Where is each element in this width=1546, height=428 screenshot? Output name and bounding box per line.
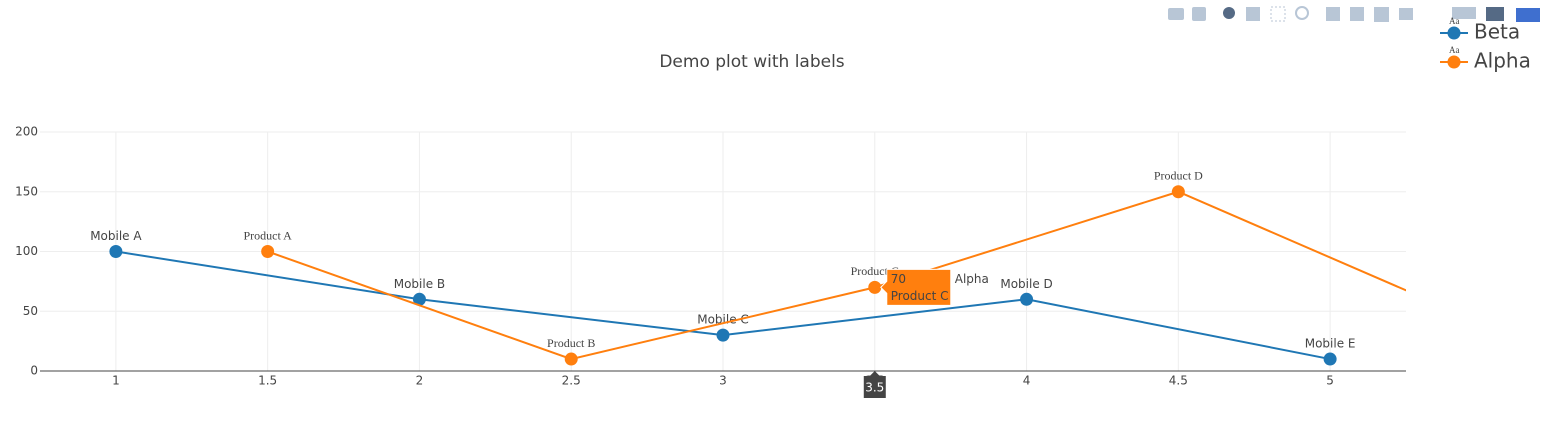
- hover-closest-icon[interactable]: [1452, 7, 1476, 19]
- point-label: Mobile D: [1000, 277, 1052, 291]
- x-tick-label: 1: [112, 374, 120, 388]
- x-tick-label: 2.5: [562, 374, 581, 388]
- point: [1171, 185, 1185, 199]
- hover-text: Product C: [891, 289, 949, 303]
- hover-compare-icon[interactable]: [1486, 7, 1504, 21]
- point: [868, 280, 882, 294]
- point: [716, 328, 730, 342]
- zoom-in-icon[interactable]: [1326, 7, 1340, 21]
- point-label: Product D: [1154, 169, 1203, 183]
- plotly-logo[interactable]: [1516, 8, 1540, 22]
- y-tick-label: 200: [15, 125, 38, 139]
- y-tick-label: 50: [23, 304, 38, 318]
- point-label: Mobile E: [1305, 337, 1356, 351]
- save-icon[interactable]: [1192, 7, 1206, 21]
- hover-x-label: 3.5: [865, 381, 884, 395]
- point: [1323, 352, 1337, 366]
- point-label: Product A: [243, 228, 292, 242]
- chart-title: Demo plot with labels: [659, 52, 844, 72]
- modebar[interactable]: [1168, 6, 1540, 22]
- x-tick-label: 4: [1023, 374, 1031, 388]
- legend-glyph: Aa: [1449, 16, 1460, 26]
- point-label: Mobile A: [90, 229, 142, 243]
- zoom-out-icon[interactable]: [1350, 7, 1364, 21]
- pan-icon[interactable]: [1246, 7, 1260, 21]
- point: [1475, 317, 1488, 330]
- y-tick-label: 0: [30, 364, 38, 378]
- hover-x-box: [863, 371, 886, 398]
- legend-marker: [1447, 55, 1461, 69]
- camera-icon[interactable]: [1168, 8, 1184, 20]
- y-tick-label: 100: [15, 244, 38, 258]
- x-tick-label: 2: [416, 374, 424, 388]
- hover-series: Alpha: [955, 272, 989, 286]
- x-tick-label: 3: [719, 374, 727, 388]
- point-label: Mobile B: [394, 277, 445, 291]
- zoom-icon[interactable]: [1223, 7, 1235, 19]
- x-tick-label: 5: [1326, 374, 1334, 388]
- x-tick-label: 1.5: [258, 374, 277, 388]
- lasso-icon[interactable]: [1295, 6, 1309, 20]
- point: [564, 352, 578, 366]
- point-label: Product B: [547, 336, 595, 350]
- point: [1020, 292, 1034, 306]
- home-icon[interactable]: [1399, 8, 1413, 20]
- point: [261, 245, 275, 258]
- hover-box: [880, 268, 952, 306]
- legend-glyph: Aa: [1449, 45, 1460, 55]
- legend-marker: [1447, 26, 1461, 40]
- point: [109, 245, 123, 258]
- autoscale-icon[interactable]: [1374, 7, 1389, 22]
- hover-value: 70: [891, 272, 906, 286]
- legend-label: Alpha: [1474, 49, 1531, 73]
- legend-label: Beta: [1474, 20, 1520, 44]
- select-icon[interactable]: [1270, 6, 1286, 22]
- point: [412, 292, 426, 306]
- x-tick-label: 4.5: [1169, 374, 1188, 388]
- y-tick-label: 150: [15, 184, 38, 198]
- point-label: Mobile C: [697, 313, 749, 327]
